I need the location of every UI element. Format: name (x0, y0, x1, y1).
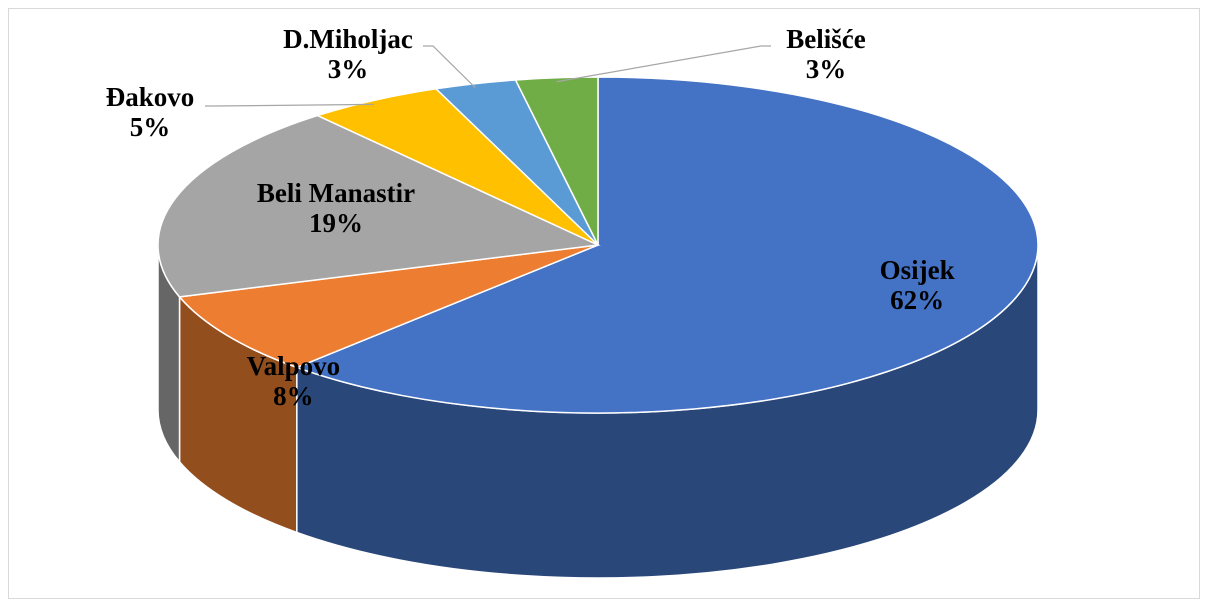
slice (178, 244, 599, 369)
label-category: Đakovo (106, 82, 195, 112)
slice (157, 114, 601, 298)
label-value: 62% (890, 285, 944, 315)
label-category: Belišće (786, 24, 865, 54)
data-label: Beli Manastir 19% (257, 178, 415, 238)
label-value: 19% (309, 208, 363, 238)
label-category: D.Miholjac (283, 24, 413, 54)
data-label: Valpovo 8% (247, 351, 341, 411)
label-value: 8% (273, 381, 314, 411)
label-category: Osijek (880, 255, 955, 285)
slice (514, 76, 599, 246)
leader-line (556, 45, 771, 83)
label-category: Valpovo (247, 351, 341, 381)
leader-line (205, 103, 375, 107)
pie-tops (157, 76, 1039, 414)
label-category: Beli Manastir (257, 178, 415, 208)
data-label: Belišće 3% (786, 24, 865, 84)
slice (294, 76, 1039, 414)
data-labels: Osijek 62% Valpovo 8% Beli Manastir 19% Đakovo… (106, 24, 955, 411)
label-value: 3% (806, 54, 847, 84)
data-label: Osijek 62% (880, 255, 955, 315)
label-value: 3% (328, 54, 369, 84)
data-label: Đakovo 5% (106, 82, 195, 142)
data-label: D.Miholjac 3% (283, 24, 413, 84)
leader-line (423, 45, 476, 89)
label-value: 5% (130, 112, 171, 142)
